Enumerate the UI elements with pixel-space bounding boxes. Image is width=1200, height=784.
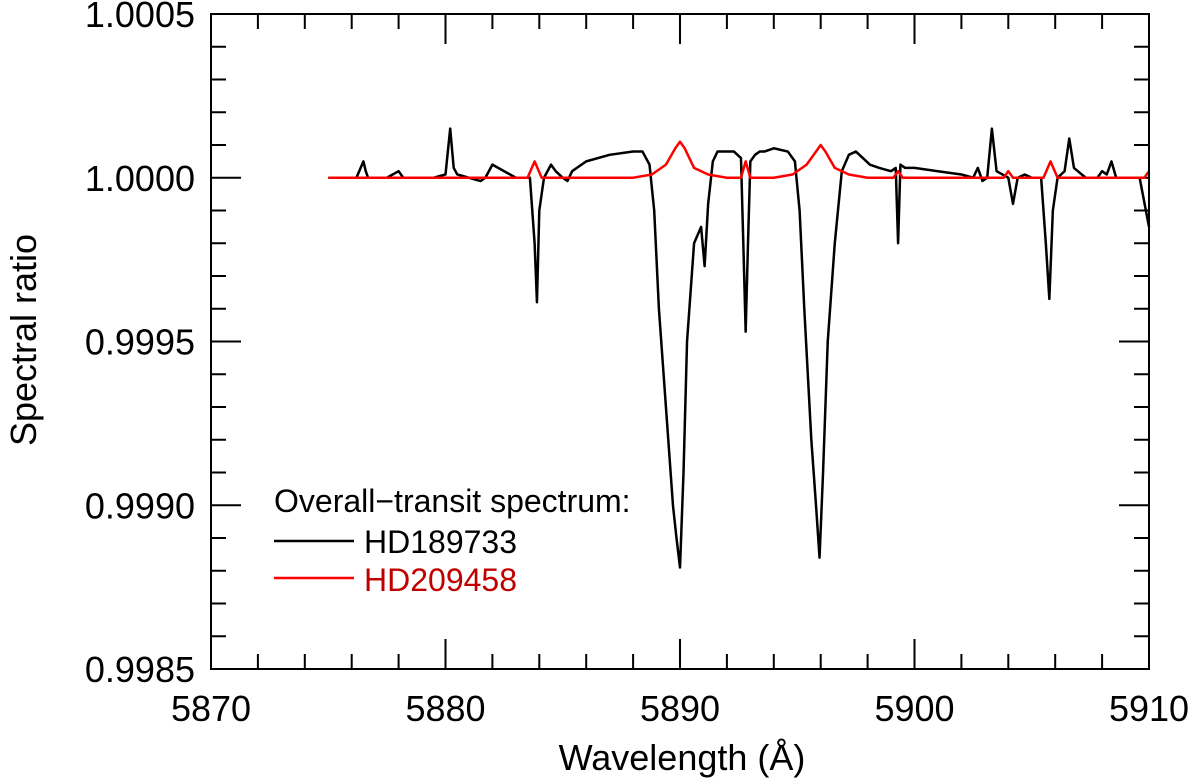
- y-tick-label: 1.0005: [85, 0, 195, 35]
- y-tick-label: 1.0000: [85, 158, 195, 199]
- y-axis-title: Spectral ratio: [3, 234, 44, 446]
- y-tick-label: 0.9985: [85, 649, 195, 690]
- x-tick-label: 5890: [640, 688, 720, 729]
- x-tick-label: 5870: [171, 688, 251, 729]
- legend: Overall−transit spectrum: HD189733 HD209…: [274, 483, 631, 598]
- series-layer: [328, 127, 1151, 569]
- legend-label-hd189733: HD189733: [364, 524, 517, 560]
- y-tick-label: 0.9990: [85, 485, 195, 526]
- x-tick-label: 5880: [405, 688, 485, 729]
- legend-label-hd209458: HD209458: [364, 562, 517, 598]
- x-tick-labels: 5870 5880 5890 5900 5910: [171, 688, 1189, 729]
- plot-frame: [210, 13, 1150, 670]
- x-tick-label: 5910: [1109, 688, 1189, 729]
- x-axis-title: Wavelength (Å): [559, 737, 806, 778]
- legend-title: Overall−transit spectrum:: [274, 483, 631, 519]
- minor-ticks: [211, 14, 1149, 669]
- major-ticks: [210, 13, 1150, 670]
- y-tick-labels: 0.9985 0.9990 0.9995 1.0000 1.0005: [85, 0, 195, 690]
- y-tick-label: 0.9995: [85, 322, 195, 363]
- series-line-hd209458: [328, 140, 1151, 179]
- x-tick-label: 5900: [874, 688, 954, 729]
